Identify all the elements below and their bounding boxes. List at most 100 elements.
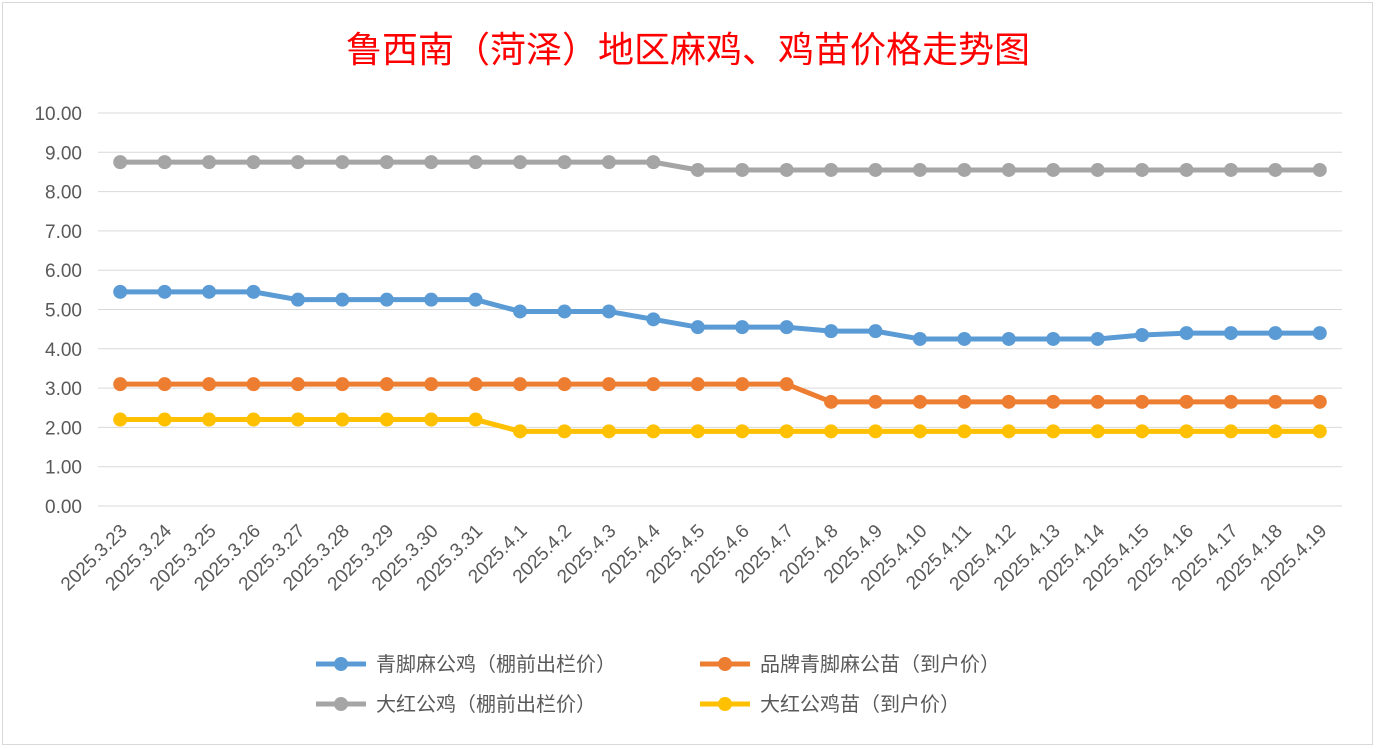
data-point: [1046, 162, 1061, 177]
y-tick-label: 8.00: [45, 183, 82, 204]
data-point: [912, 331, 927, 346]
data-point: [1312, 326, 1327, 341]
y-tick-label: 9.00: [45, 143, 82, 164]
gridlines: [98, 112, 1342, 507]
data-point: [557, 377, 572, 392]
data-point: [557, 424, 572, 439]
data-point: [557, 155, 572, 170]
chart-title: 鲁西南（菏泽）地区麻鸡、鸡苗价格走势图: [346, 30, 1030, 71]
y-tick-label: 0.00: [45, 497, 82, 518]
data-point: [1223, 162, 1238, 177]
series-line: [117, 417, 1323, 434]
data-point: [1268, 424, 1283, 439]
series-line: [117, 381, 1323, 405]
series-4: [113, 412, 1327, 439]
data-point: [957, 331, 972, 346]
data-point: [1223, 424, 1238, 439]
data-point: [868, 324, 883, 339]
legend-item: 青脚麻公鸡（棚前出栏价）: [316, 652, 616, 676]
series-lines: [113, 155, 1327, 439]
y-tick-label: 10.00: [34, 104, 82, 125]
data-point: [513, 377, 528, 392]
data-point: [1179, 162, 1194, 177]
series-3: [113, 155, 1327, 177]
data-point: [735, 320, 750, 335]
data-point: [1179, 424, 1194, 439]
data-point: [424, 412, 439, 427]
data-point: [113, 155, 128, 170]
data-point: [202, 155, 217, 170]
y-tick-label: 3.00: [45, 379, 82, 400]
data-point: [1135, 328, 1150, 343]
data-point: [290, 292, 305, 307]
data-point: [246, 412, 261, 427]
data-point: [424, 377, 439, 392]
legend-item: 大红公鸡苗（到户价）: [700, 692, 960, 716]
data-point: [202, 412, 217, 427]
data-point: [824, 394, 839, 409]
data-point: [1090, 424, 1105, 439]
data-point: [1046, 331, 1061, 346]
data-point: [1090, 394, 1105, 409]
legend-swatch-marker: [334, 697, 348, 711]
data-point: [690, 320, 705, 335]
data-point: [601, 304, 616, 319]
data-point: [468, 292, 483, 307]
data-point: [468, 155, 483, 170]
data-point: [1223, 394, 1238, 409]
data-point: [690, 377, 705, 392]
data-point: [1046, 394, 1061, 409]
data-point: [957, 162, 972, 177]
data-point: [1001, 331, 1016, 346]
data-point: [601, 377, 616, 392]
data-point: [246, 377, 261, 392]
data-point: [379, 292, 394, 307]
data-point: [379, 377, 394, 392]
data-point: [1135, 394, 1150, 409]
data-point: [1268, 326, 1283, 341]
data-point: [113, 377, 128, 392]
data-point: [779, 320, 794, 335]
series-line: [117, 289, 1323, 342]
data-point: [157, 412, 172, 427]
data-point: [912, 394, 927, 409]
data-point: [735, 424, 750, 439]
data-point: [1001, 424, 1016, 439]
y-tick-label: 4.00: [45, 340, 82, 361]
data-point: [335, 412, 350, 427]
data-point: [824, 424, 839, 439]
y-tick-label: 1.00: [45, 458, 82, 479]
data-point: [424, 292, 439, 307]
y-axis-ticks: 0.00 1.00 2.00 3.00 4.00 5.00 6.00 7.00 8.00 9.00…: [34, 104, 82, 518]
series-2: [113, 377, 1327, 409]
data-point: [1179, 326, 1194, 341]
legend-label: 大红公鸡（棚前出栏价）: [376, 692, 596, 716]
data-point: [246, 284, 261, 299]
data-point: [646, 312, 661, 327]
legend-item: 品牌青脚麻公苗（到户价）: [700, 652, 1000, 676]
data-point: [468, 412, 483, 427]
data-point: [868, 162, 883, 177]
data-point: [1090, 331, 1105, 346]
data-point: [335, 292, 350, 307]
series-line: [117, 159, 1323, 173]
data-point: [690, 424, 705, 439]
data-point: [735, 377, 750, 392]
data-point: [779, 162, 794, 177]
data-point: [113, 412, 128, 427]
data-point: [1001, 162, 1016, 177]
data-point: [957, 424, 972, 439]
data-point: [1090, 162, 1105, 177]
data-point: [513, 304, 528, 319]
x-axis-ticks: 2025.3.232025.3.242025.3.252025.3.262025…: [57, 520, 1331, 595]
data-point: [1001, 394, 1016, 409]
data-point: [1268, 162, 1283, 177]
data-point: [379, 412, 394, 427]
data-point: [601, 424, 616, 439]
data-point: [1135, 162, 1150, 177]
data-point: [157, 284, 172, 299]
data-point: [824, 324, 839, 339]
data-point: [468, 377, 483, 392]
data-point: [202, 377, 217, 392]
